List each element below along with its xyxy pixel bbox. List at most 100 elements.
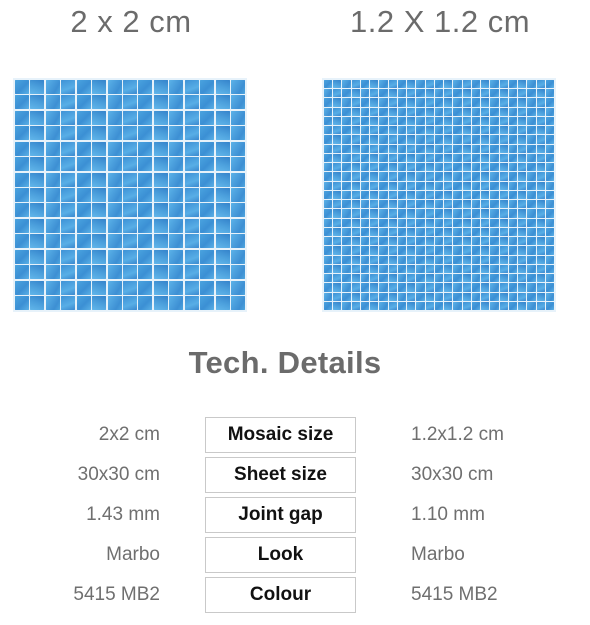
mosaic-tile bbox=[527, 163, 536, 172]
mosaic-tile bbox=[388, 181, 397, 190]
mosaic-tile bbox=[92, 141, 107, 156]
mosaic-tile bbox=[45, 141, 60, 156]
mosaic-tile bbox=[397, 227, 407, 237]
mosaic-tile bbox=[200, 157, 215, 172]
mosaic-tile bbox=[407, 301, 416, 310]
mosaic-tile bbox=[370, 255, 379, 264]
mosaic-tile bbox=[453, 153, 462, 163]
mosaic-tile bbox=[462, 190, 471, 200]
mosaic-tile bbox=[379, 301, 388, 310]
mosaic-tile bbox=[508, 209, 517, 218]
mosaic-tile bbox=[324, 80, 333, 89]
mosaic-tile bbox=[153, 296, 168, 310]
mosaic-tile bbox=[333, 116, 342, 126]
mosaic-tile bbox=[416, 264, 425, 273]
mosaic-tile bbox=[351, 227, 360, 237]
mosaic-tile bbox=[379, 255, 388, 264]
mosaic-tile bbox=[30, 203, 45, 218]
mosaic-tile bbox=[333, 255, 342, 264]
mosaic-tile bbox=[351, 135, 360, 144]
mosaic-tile bbox=[370, 80, 379, 89]
mosaic-tile bbox=[200, 280, 215, 295]
mosaic-tile bbox=[527, 246, 536, 255]
mosaic-tile bbox=[453, 209, 462, 218]
mosaic-tile bbox=[388, 144, 397, 153]
mosaic-tile bbox=[92, 234, 107, 249]
mosaic-tile bbox=[200, 80, 215, 94]
mosaic-tile bbox=[499, 107, 508, 116]
mosaic-tile bbox=[536, 163, 545, 172]
mosaic-tile bbox=[215, 95, 230, 110]
mosaic-tile bbox=[536, 301, 545, 310]
mosaic-tile bbox=[107, 126, 122, 141]
mosaic-tile bbox=[453, 181, 462, 190]
mosaic-tile bbox=[200, 141, 215, 156]
mosaic-tile bbox=[453, 144, 462, 153]
mosaic-tile bbox=[30, 265, 45, 280]
mosaic-tile bbox=[169, 249, 184, 264]
mosaic-tile bbox=[490, 246, 499, 255]
mosaic-tile bbox=[324, 274, 333, 283]
mosaic-tile bbox=[471, 218, 481, 227]
mosaic-tile bbox=[490, 98, 499, 107]
mosaic-tile bbox=[324, 163, 333, 172]
mosaic-tile bbox=[407, 292, 416, 301]
mosaic-tile bbox=[444, 264, 453, 273]
mosaic-tile bbox=[370, 264, 379, 273]
mosaic-tile bbox=[527, 264, 536, 273]
mosaic-tile bbox=[76, 126, 91, 141]
mosaic-tile bbox=[370, 126, 379, 135]
mosaic-tile bbox=[407, 172, 416, 181]
mosaic-tile bbox=[15, 218, 29, 233]
mosaic-tile bbox=[231, 188, 245, 202]
mosaic-tile bbox=[138, 126, 153, 141]
mosaic-tile bbox=[453, 163, 462, 172]
mosaic-tile bbox=[508, 227, 517, 237]
mosaic-tile bbox=[499, 116, 508, 126]
mosaic-tile bbox=[425, 274, 434, 283]
mosaic-tile bbox=[425, 209, 434, 218]
detail-value-left: 5415 MB2 bbox=[73, 584, 160, 605]
mosaic-tile bbox=[360, 135, 370, 144]
mosaic-tile bbox=[425, 200, 434, 209]
mosaic-tile bbox=[471, 264, 481, 273]
mosaic-tile bbox=[407, 209, 416, 218]
mosaic-tile bbox=[499, 135, 508, 144]
mosaic-tile bbox=[453, 116, 462, 126]
detail-row-look: Marbo Look Marbo bbox=[0, 536, 590, 576]
mosaic-tile bbox=[342, 218, 351, 227]
mosaic-tile bbox=[527, 153, 536, 163]
mosaic-tile bbox=[153, 188, 168, 202]
mosaic-tile bbox=[518, 246, 527, 255]
mosaic-tile bbox=[518, 227, 527, 237]
mosaic-tile bbox=[508, 190, 517, 200]
mosaic-tile bbox=[425, 218, 434, 227]
mosaic-tile bbox=[360, 153, 370, 163]
detail-row-mosaic-size: 2x2 cm Mosaic size 1.2x1.2 cm bbox=[0, 416, 590, 456]
mosaic-tile bbox=[462, 126, 471, 135]
mosaic-tile bbox=[169, 188, 184, 202]
mosaic-tile bbox=[138, 95, 153, 110]
mosaic-tile bbox=[138, 141, 153, 156]
mosaic-tile bbox=[444, 274, 453, 283]
mosaic-tile bbox=[518, 283, 527, 292]
mosaic-tile bbox=[153, 80, 168, 94]
mosaic-tile bbox=[407, 80, 416, 89]
mosaic-tile bbox=[508, 135, 517, 144]
mosaic-tile bbox=[508, 264, 517, 273]
mosaic-tile bbox=[545, 283, 554, 292]
mosaic-tile bbox=[76, 188, 91, 202]
mosaic-tile bbox=[379, 283, 388, 292]
mosaic-tile bbox=[425, 172, 434, 181]
mosaic-tile bbox=[169, 203, 184, 218]
mosaic-tile bbox=[545, 255, 554, 264]
mosaic-tile bbox=[453, 89, 462, 98]
mosaic-tile bbox=[123, 110, 137, 125]
mosaic-tile bbox=[434, 264, 444, 273]
mosaic-tile bbox=[434, 98, 444, 107]
mosaic-tile bbox=[379, 200, 388, 209]
mosaic-tile bbox=[76, 280, 91, 295]
mosaic-tile bbox=[434, 107, 444, 116]
mosaic-tile bbox=[153, 95, 168, 110]
mosaic-tile bbox=[92, 157, 107, 172]
